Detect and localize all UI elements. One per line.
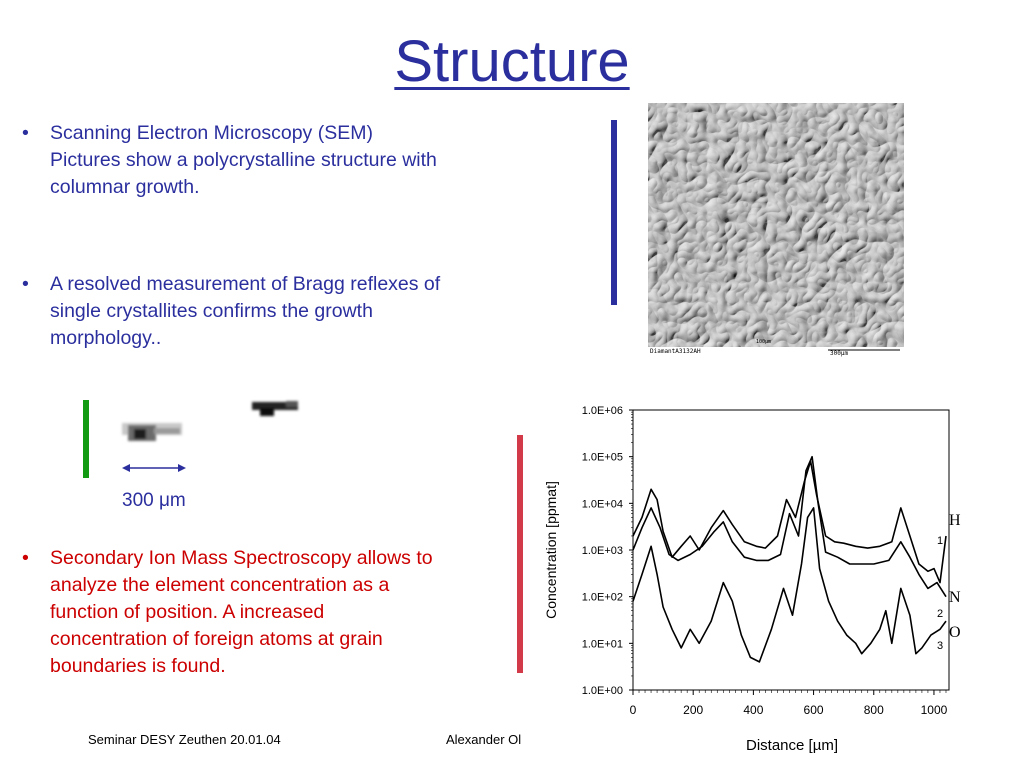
bullet-text: Secondary Ion Mass Spectroscopy allows t… (50, 547, 433, 677)
series-line-3 (632, 507, 947, 663)
bragg-reflex-image (122, 401, 298, 441)
x-tick-label: 600 (804, 703, 824, 717)
scale-label: 300 μm (122, 490, 186, 511)
slide-title: Structure (394, 29, 630, 94)
bullet-marker: • (22, 547, 29, 569)
chart-x-ticks: 0 200 400 600 800 1000 (630, 690, 948, 717)
x-tick-label: 200 (683, 703, 703, 717)
chart-y-ticks: 1.0E+00 1.0E+01 1.0E+02 1.0E+03 1.0E+04 1.0E+… (582, 405, 633, 697)
chart-series-group (632, 455, 947, 663)
chart-x-axis-label: Distance [µm] (746, 737, 838, 754)
legend-sub-2: 2 (937, 608, 944, 620)
blue-accent-bar (611, 120, 617, 305)
sims-concentration-chart: 1.0E+00 1.0E+01 1.0E+02 1.0E+03 1.0E+04 1.0E+… (543, 405, 950, 754)
sem-scale-bar (828, 349, 900, 351)
bullet-marker: • (22, 273, 29, 295)
sem-caption-left: DiamantA3132AH (650, 348, 701, 355)
chart-y-axis-label: Concentration [ppmat] (543, 481, 559, 619)
sem-caption-bar: DiamantA3132AH 100μm 300μm (648, 339, 904, 359)
sem-micrograph-image (648, 103, 904, 347)
footer-event: Seminar DESY Zeuthen 20.01.04 (88, 732, 281, 747)
x-tick-label: 1000 (921, 703, 948, 717)
footer-author: Alexander Ol (446, 732, 522, 747)
red-accent-bar (517, 435, 523, 673)
sem-caption-mid: 100μm (756, 339, 772, 345)
y-tick-label: 1.0E+04 (582, 498, 623, 510)
y-tick-label: 1.0E+06 (582, 405, 623, 417)
y-tick-label: 1.0E+01 (582, 638, 623, 650)
y-tick-label: 1.0E+02 (582, 592, 623, 604)
series-line-1 (632, 460, 947, 584)
sem-caption-right: 300μm (830, 350, 849, 357)
y-tick-label: 1.0E+00 (582, 685, 623, 697)
series-line-2 (632, 455, 947, 598)
legend-label-n: N (949, 589, 961, 606)
y-tick-label: 1.0E+05 (582, 452, 623, 464)
x-tick-label: 800 (864, 703, 884, 717)
legend-label-o: O (949, 624, 961, 641)
y-tick-label: 1.0E+03 (582, 545, 623, 557)
bullet-text: Scanning Electron Microscopy (SEM) Pictu… (50, 122, 437, 198)
legend-label-h: H (949, 512, 961, 529)
legend-sub-1: 1 (937, 535, 944, 547)
legend-sub-3: 3 (937, 640, 944, 652)
scale-bar-arrow (122, 464, 186, 472)
bullet-text: A resolved measurement of Bragg reflexes… (50, 273, 441, 349)
green-accent-bar (83, 400, 89, 478)
x-tick-label: 0 (630, 703, 637, 717)
bullet-marker: • (22, 122, 29, 144)
x-tick-label: 400 (743, 703, 763, 717)
